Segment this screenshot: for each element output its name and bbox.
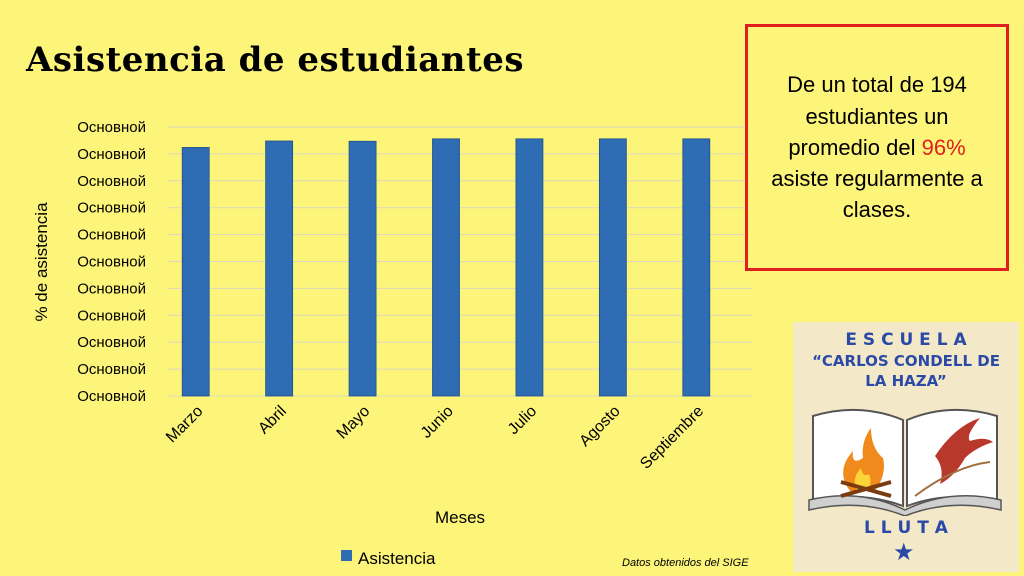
x-tick-label-junio: Junio: [418, 403, 457, 442]
y-tick-label: Основной: [77, 280, 146, 297]
chart-bars: [181, 138, 711, 397]
y-tick-label: Основной: [77, 361, 146, 378]
data-source-note: Datos obtenidos del SIGE: [622, 557, 749, 569]
bird-icon: [935, 418, 993, 484]
y-tick-label: Основной: [77, 254, 146, 271]
school-logo: E S C U E L A “CARLOS CONDELL DE LA HAZA…: [793, 322, 1019, 572]
legend-swatch-asistencia: [341, 550, 352, 561]
y-tick-label: Основной: [77, 200, 146, 217]
bar-marzo: [181, 147, 210, 397]
bar-abril: [265, 140, 294, 397]
summary-text-part1: De un total de 194 estudiantes un promed…: [787, 72, 967, 160]
y-axis-title: % de asistencia: [32, 202, 51, 322]
logo-text-lluta: L L U T A: [864, 518, 948, 538]
x-tick-label-mayo: Mayo: [334, 403, 374, 443]
chart-gridlines: [168, 126, 752, 397]
x-tick-label-septiembre: Septiembre: [637, 403, 707, 473]
chart-legend: Asistencia: [341, 549, 436, 568]
summary-text-part2: asiste regularmente a clases.: [771, 166, 983, 223]
logo-text-escuela: E S C U E L A: [845, 330, 967, 350]
flame-icon: [843, 428, 884, 491]
y-tick-label: Основной: [77, 119, 146, 136]
attendance-bar-chart: Основной Основной Основной Основной Основной…: [32, 119, 752, 568]
star-icon: ★: [893, 538, 915, 566]
y-tick-label: Основной: [77, 227, 146, 244]
y-axis-tick-labels: Основной Основной Основной Основной Основной…: [77, 119, 146, 405]
legend-label-asistencia: Asistencia: [358, 549, 436, 568]
bar-junio: [432, 138, 460, 397]
x-tick-label-agosto: Agosto: [576, 403, 623, 450]
x-tick-label-abril: Abril: [255, 403, 290, 438]
open-book-icon: [808, 408, 1002, 516]
bar-julio: [515, 138, 544, 397]
logo-text-school-name: “CARLOS CONDELL DE: [812, 352, 1000, 370]
x-tick-label-marzo: Marzo: [163, 403, 207, 447]
x-axis-category-labels: Marzo Abril Mayo Junio Julio Agosto Septiembre: [163, 403, 707, 473]
logo-text-school-name-2: LA HAZA”: [865, 372, 947, 390]
y-tick-label: Основной: [77, 388, 146, 405]
y-tick-label: Основной: [77, 334, 146, 351]
bar-mayo: [348, 140, 377, 397]
slide-title: Asistencia de estudiantes: [26, 40, 524, 80]
x-tick-label-julio: Julio: [505, 403, 540, 438]
summary-percent: 96%: [921, 134, 966, 160]
x-axis-title: Meses: [435, 508, 485, 527]
bar-agosto: [598, 138, 627, 397]
y-tick-label: Основной: [77, 173, 146, 190]
y-tick-label: Основной: [77, 146, 146, 163]
y-tick-label: Основной: [77, 307, 146, 324]
bar-septiembre: [682, 138, 711, 397]
summary-text: De un total de 194 estudiantes un promed…: [758, 69, 996, 225]
summary-callout: De un total de 194 estudiantes un promed…: [745, 24, 1009, 271]
